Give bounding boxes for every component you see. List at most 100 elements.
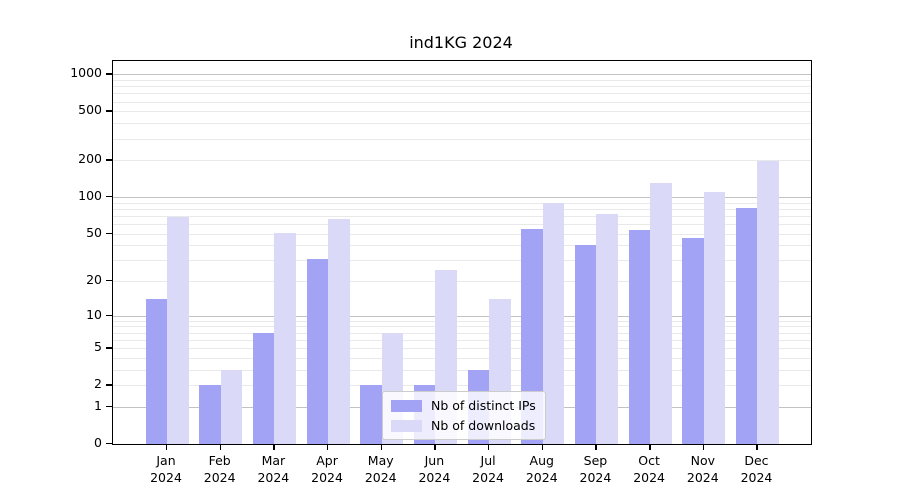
bar-downloads (220, 369, 243, 444)
x-tick-label: Apr 2024 (295, 453, 359, 487)
y-tick-mark (106, 232, 112, 234)
bar-downloads (274, 232, 296, 444)
minor-gridline (113, 123, 811, 125)
x-tick-label: Jan 2024 (134, 453, 198, 487)
minor-gridline (113, 111, 811, 113)
chart-title: ind1KG 2024 (409, 33, 513, 52)
x-tick-year: 2024 (150, 469, 182, 485)
x-tick-year: 2024 (418, 469, 451, 485)
y-tick-label: 2 (94, 376, 102, 392)
x-tick-year: 2024 (579, 469, 612, 485)
bar-downloads (167, 217, 189, 444)
y-tick-mark (106, 347, 112, 349)
y-tick-mark (106, 110, 112, 112)
x-tick-label: Jun 2024 (402, 453, 466, 487)
y-tick-label: 1000 (70, 65, 102, 81)
minor-gridline (113, 233, 811, 235)
x-tick-mark (380, 444, 383, 450)
minor-gridline (113, 160, 811, 162)
minor-gridline (113, 79, 811, 81)
y-tick-mark (106, 384, 112, 386)
x-tick-year: 2024 (525, 469, 558, 485)
minor-gridline (113, 369, 811, 371)
y-tick-label: 50 (86, 224, 102, 240)
legend-entry-downloads: Nb of downloads (391, 418, 536, 433)
bar-distinct-ips (306, 258, 329, 444)
x-tick-mark (273, 444, 275, 450)
x-tick-month: Jan (156, 453, 176, 468)
plot-area (112, 60, 812, 445)
y-tick-label: 1 (94, 397, 102, 413)
y-tick-mark (106, 159, 112, 161)
minor-gridline (113, 348, 811, 350)
legend-swatch-distinct-ips-icon (391, 399, 422, 412)
x-tick-label: Dec 2024 (724, 453, 788, 487)
bar-distinct-ips (682, 237, 704, 444)
x-tick-label: Jul 2024 (456, 453, 520, 487)
y-tick-label: 20 (86, 272, 102, 288)
x-tick-month: Nov (690, 453, 715, 468)
x-tick-year: 2024 (633, 469, 666, 485)
x-tick-mark (649, 444, 651, 450)
y-tick-label: 10 (86, 306, 102, 322)
x-tick-mark (541, 444, 544, 450)
y-tick-label: 500 (78, 102, 102, 118)
minor-gridline (113, 86, 811, 88)
bar-downloads (542, 202, 565, 444)
y-tick-label: 0 (94, 435, 102, 450)
major-gridline (113, 197, 811, 199)
minor-gridline (113, 385, 811, 387)
x-tick-month: Jun (424, 453, 445, 468)
x-tick-year: 2024 (740, 469, 773, 485)
x-tick-month: May (367, 453, 394, 468)
x-tick-year: 2024 (311, 469, 343, 485)
minor-gridline (113, 357, 811, 359)
y-tick-label: 200 (78, 151, 102, 167)
minor-gridline (113, 215, 811, 217)
minor-gridline (113, 93, 811, 95)
x-tick-month: Dec (744, 453, 769, 468)
minor-gridline (113, 208, 811, 210)
bar-downloads (596, 214, 618, 444)
legend-label-downloads: Nb of downloads (431, 418, 536, 433)
bar-distinct-ips (199, 385, 221, 444)
legend: Nb of distinct IPs Nb of downloads (382, 391, 546, 440)
minor-gridline (113, 332, 811, 334)
minor-gridline (113, 339, 811, 341)
bar-downloads (703, 191, 726, 444)
x-tick-year: 2024 (257, 469, 290, 485)
x-tick-month: Sep (583, 453, 608, 468)
x-tick-mark (434, 444, 436, 450)
x-tick-label: Mar 2024 (241, 453, 305, 487)
x-tick-label: May 2024 (349, 453, 413, 487)
x-tick-mark (595, 444, 597, 450)
x-tick-label: Feb 2024 (188, 453, 252, 487)
minor-gridline (113, 281, 811, 283)
x-tick-mark (488, 444, 490, 450)
minor-gridline (113, 224, 811, 226)
minor-gridline (113, 202, 811, 204)
bar-distinct-ips (145, 299, 167, 444)
x-tick-month: Mar (261, 453, 286, 468)
minor-gridline (113, 326, 811, 328)
legend-label-distinct-ips: Nb of distinct IPs (431, 398, 536, 413)
x-tick-month: Apr (316, 453, 338, 468)
minor-gridline (113, 320, 811, 322)
x-tick-mark (327, 444, 329, 450)
bar-distinct-ips (628, 229, 651, 444)
x-tick-year: 2024 (686, 469, 719, 485)
x-tick-label: Oct 2024 (617, 453, 681, 487)
y-tick-mark (106, 73, 112, 75)
y-tick-mark (106, 280, 112, 282)
minor-gridline (113, 260, 811, 262)
x-tick-mark (166, 444, 168, 450)
y-tick-label: 5 (94, 339, 102, 355)
x-tick-mark (756, 444, 758, 450)
y-tick-label: 100 (78, 188, 102, 204)
minor-gridline (113, 101, 811, 103)
major-gridline (113, 74, 811, 76)
x-tick-month: Jul (480, 453, 496, 468)
x-tick-label: Nov 2024 (671, 453, 735, 487)
minor-gridline (113, 138, 811, 140)
